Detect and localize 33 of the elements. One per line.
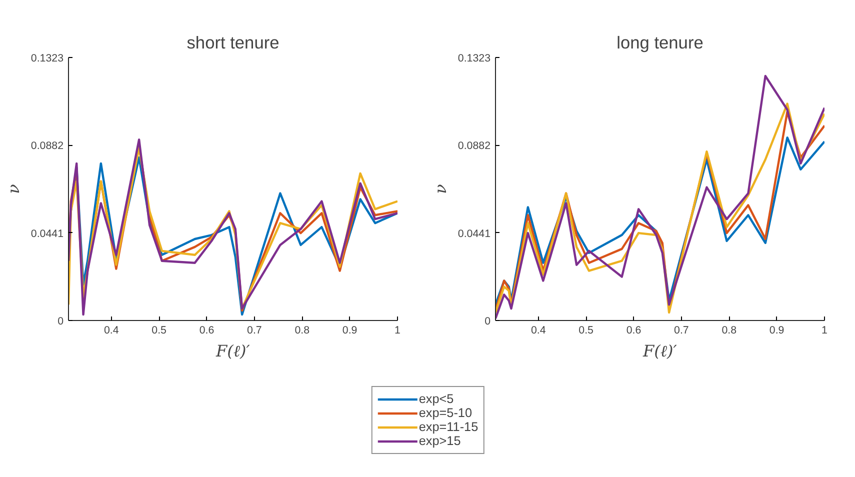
y-tick-label: 0.1323	[458, 52, 491, 64]
y-tick-label: 0.0882	[458, 140, 491, 152]
x-tick-label: 0.4	[531, 324, 546, 336]
x-tick-label: 0.9	[342, 324, 358, 336]
y-tick-label: 0.1323	[30, 52, 64, 64]
y-tick-label: 0	[484, 316, 491, 328]
x-tick-label: 0.7	[674, 324, 689, 336]
y-axis-title: ν	[430, 184, 450, 194]
x-tick-label: 0.8	[294, 324, 310, 336]
y-tick-label: 0.0882	[30, 140, 64, 152]
y-tick-label: 0.0441	[30, 228, 64, 240]
legend-label: exp=5-10	[418, 406, 472, 420]
x-tick-label: 0.5	[152, 324, 167, 336]
x-tick-label: 0.4	[104, 324, 119, 336]
y-tick-label: 0	[58, 316, 64, 328]
line-series	[496, 136, 824, 306]
x-axis-title: F(ℓ)′	[642, 342, 678, 360]
x-tick-label: 0.5	[578, 324, 594, 336]
y-axis-title: ν	[4, 184, 23, 194]
x-tick-label: 1	[394, 324, 401, 336]
x-axis-title: F(ℓ)′	[215, 342, 250, 360]
chart-title: short tenure	[186, 32, 280, 52]
y-tick-label: 0.0441	[458, 228, 491, 240]
x-tick-label: 0.6	[626, 324, 642, 336]
chart-title: long tenure	[616, 32, 704, 52]
legend-label: exp<5	[418, 392, 454, 406]
x-tick-label: 0.6	[199, 324, 214, 336]
legend-label: exp>15	[418, 434, 461, 448]
x-tick-label: 1	[822, 324, 828, 336]
legend-label: exp=11-15	[418, 420, 478, 434]
x-tick-label: 0.9	[769, 324, 784, 336]
x-tick-label: 0.7	[247, 324, 262, 336]
x-tick-label: 0.8	[722, 324, 737, 336]
